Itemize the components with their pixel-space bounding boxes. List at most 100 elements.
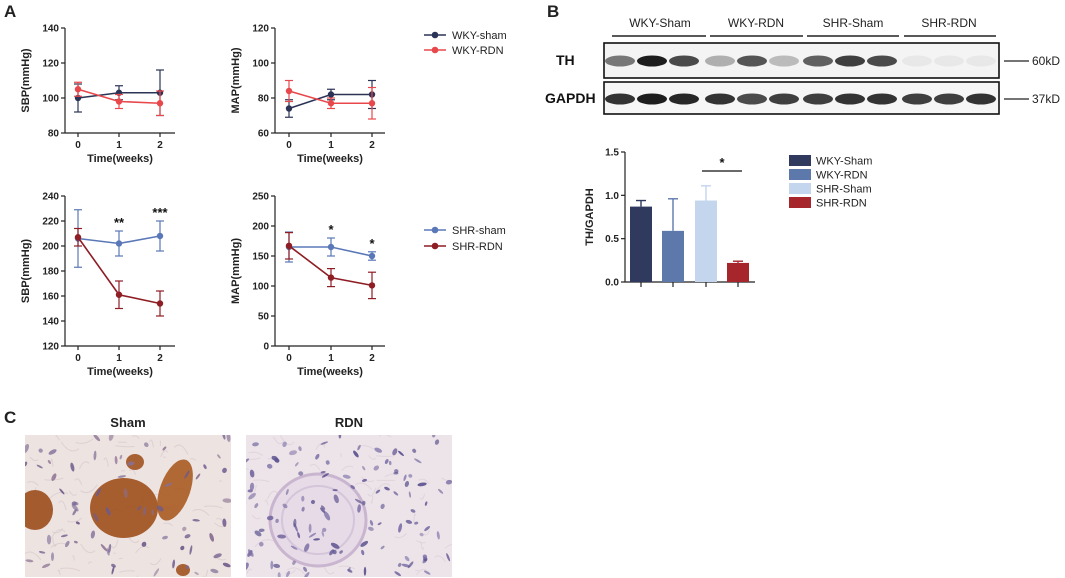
legend-dot-wky-rdn bbox=[431, 46, 439, 54]
cell-nucleus bbox=[404, 556, 410, 562]
cell-nucleus bbox=[277, 572, 281, 577]
chart-shr-sbp: 120 140 160 180 200 220 240 0 1 2 Time(weeks) SBP(m… bbox=[20, 192, 175, 378]
bar bbox=[727, 262, 749, 282]
cell-nucleus bbox=[93, 513, 99, 522]
blot-group-label-3: SHR-Sham bbox=[823, 16, 884, 30]
cell-nucleus bbox=[361, 478, 368, 482]
tissue-fiber bbox=[323, 565, 335, 575]
cell-nucleus bbox=[320, 471, 326, 474]
cell-nucleus bbox=[71, 501, 77, 506]
tissue-fiber bbox=[417, 540, 426, 544]
tissue-fiber bbox=[253, 479, 270, 483]
data-point bbox=[327, 243, 335, 251]
y-tick-label: 180 bbox=[42, 267, 59, 278]
tissue-fiber bbox=[115, 445, 135, 448]
y-tick-label: 140 bbox=[42, 317, 59, 328]
cell-nucleus bbox=[408, 491, 412, 498]
nerve-cross-section bbox=[281, 485, 355, 555]
cell-nucleus bbox=[217, 454, 221, 459]
bands-gapdh bbox=[605, 93, 996, 105]
y-axis-label: MAP(mmHg) bbox=[230, 238, 242, 304]
legend-dot-wky-sham bbox=[431, 31, 439, 39]
cell-nucleus bbox=[303, 566, 308, 572]
cell-nucleus bbox=[285, 570, 291, 577]
y-tick-label: 60 bbox=[258, 129, 270, 140]
tissue-fiber bbox=[413, 513, 416, 523]
x-tick-label: 2 bbox=[369, 140, 375, 151]
cell-nucleus bbox=[408, 474, 413, 478]
cell-nucleus bbox=[189, 545, 193, 555]
significance-marker: * bbox=[369, 236, 375, 251]
y-tick-label: 80 bbox=[258, 94, 270, 105]
cell-nucleus bbox=[288, 450, 298, 456]
tissue-fiber bbox=[129, 469, 137, 475]
cell-nucleus bbox=[384, 486, 390, 491]
cell-nucleus bbox=[247, 550, 253, 557]
tissue-fiber bbox=[354, 482, 373, 490]
blot-group-label-1: WKY-Sham bbox=[629, 16, 691, 30]
cell-nucleus bbox=[258, 528, 265, 533]
cell-nucleus bbox=[195, 473, 201, 480]
blot-band bbox=[769, 55, 799, 67]
tissue-fiber bbox=[50, 529, 66, 539]
cell-nucleus bbox=[70, 462, 75, 472]
blot-band bbox=[605, 55, 635, 67]
cell-nucleus bbox=[114, 455, 118, 465]
data-point bbox=[285, 105, 293, 112]
tissue-fiber bbox=[149, 439, 154, 448]
y-tick-label: 100 bbox=[42, 94, 59, 105]
cell-nucleus bbox=[93, 435, 101, 442]
cell-nucleus bbox=[353, 450, 359, 458]
data-point bbox=[115, 98, 123, 105]
blot-size-gapdh: 37kD bbox=[1032, 92, 1060, 106]
y-tick-label: 100 bbox=[252, 59, 269, 70]
tissue-fiber bbox=[340, 453, 342, 458]
cell-nucleus bbox=[301, 495, 305, 502]
tissue-fiber bbox=[163, 522, 174, 527]
y-tick-label: 200 bbox=[42, 242, 59, 253]
x-tick-label: 1 bbox=[116, 140, 122, 151]
cell-nucleus bbox=[117, 475, 127, 478]
legend-swatch bbox=[789, 197, 811, 208]
cell-nucleus bbox=[90, 530, 96, 539]
cell-nucleus bbox=[246, 458, 250, 464]
cell-nucleus bbox=[297, 532, 301, 539]
data-point bbox=[327, 91, 335, 98]
data-point bbox=[156, 300, 164, 307]
cell-nucleus bbox=[270, 560, 274, 570]
cell-nucleus bbox=[311, 500, 315, 504]
significance-marker: * bbox=[328, 222, 334, 237]
significance-marker: ** bbox=[114, 215, 125, 230]
histology-image-sham bbox=[25, 435, 231, 577]
tissue-fiber bbox=[54, 435, 61, 441]
blot-band bbox=[934, 55, 964, 67]
tissue-fiber bbox=[416, 568, 428, 576]
cell-nucleus bbox=[25, 559, 34, 563]
tissue-fiber bbox=[434, 555, 446, 563]
tissue-fiber bbox=[136, 575, 139, 577]
tissue-fiber bbox=[80, 484, 98, 494]
histology-image-rdn bbox=[246, 435, 452, 577]
blot-band bbox=[803, 55, 833, 67]
tissue-fiber bbox=[418, 478, 430, 485]
legend-label-shr-rdn: SHR-RDN bbox=[452, 241, 503, 253]
tissue-fiber bbox=[60, 567, 81, 572]
y-tick-label: 140 bbox=[42, 24, 59, 35]
y-tick-label: 250 bbox=[252, 192, 269, 203]
cell-nucleus bbox=[25, 461, 28, 467]
cell-nucleus bbox=[25, 444, 30, 454]
cell-nucleus bbox=[405, 519, 413, 524]
x-tick-label: 0 bbox=[286, 140, 292, 151]
blot-band bbox=[737, 93, 767, 105]
y-tick-label: 120 bbox=[42, 59, 59, 70]
cell-nucleus bbox=[380, 545, 385, 550]
cell-nucleus bbox=[180, 545, 185, 551]
blot-row-label-th: TH bbox=[556, 52, 575, 68]
tissue-fiber bbox=[50, 542, 67, 548]
cell-nucleus bbox=[348, 567, 351, 572]
cell-nucleus bbox=[417, 482, 427, 487]
tissue-fiber bbox=[370, 496, 374, 504]
cell-nucleus bbox=[48, 449, 57, 455]
tissue-fiber bbox=[67, 517, 83, 523]
cell-nucleus bbox=[156, 505, 164, 512]
